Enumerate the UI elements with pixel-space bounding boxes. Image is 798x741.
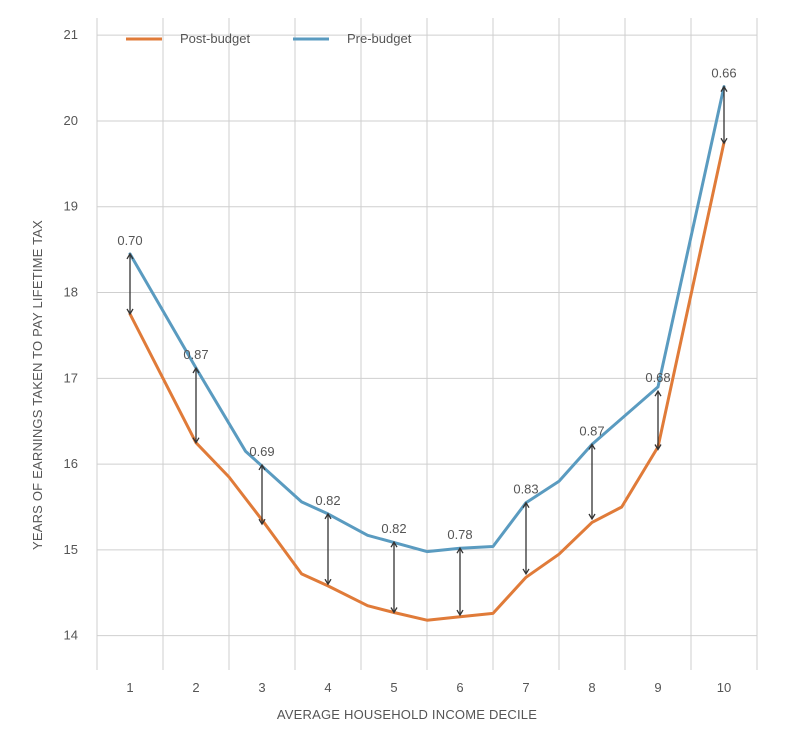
difference-label: 0.83 bbox=[513, 482, 538, 497]
difference-arrow bbox=[654, 389, 662, 451]
y-tick-label: 18 bbox=[64, 285, 78, 300]
x-tick-label: 4 bbox=[324, 680, 331, 695]
difference-label: 0.69 bbox=[249, 444, 274, 459]
legend-item: Post-budget bbox=[126, 31, 250, 46]
difference-arrow bbox=[720, 85, 728, 145]
difference-label: 0.70 bbox=[117, 233, 142, 248]
x-tick-label: 2 bbox=[192, 680, 199, 695]
legend-label: Pre-budget bbox=[347, 31, 412, 46]
x-tick-label: 8 bbox=[588, 680, 595, 695]
y-tick-label: 14 bbox=[64, 628, 78, 643]
x-tick-label: 7 bbox=[522, 680, 529, 695]
difference-label: 0.87 bbox=[183, 347, 208, 362]
grid bbox=[96, 18, 758, 670]
y-tick-label: 17 bbox=[64, 370, 78, 385]
x-tick-label: 6 bbox=[456, 680, 463, 695]
x-tick-label: 10 bbox=[717, 680, 731, 695]
difference-arrow bbox=[390, 540, 398, 614]
series-line-pre-budget bbox=[128, 85, 726, 554]
x-axis-ticks: 1 2 3 4 5 6 7 8 9 10 bbox=[126, 680, 731, 695]
legend-item: Pre-budget bbox=[293, 31, 412, 46]
series-lines bbox=[128, 85, 726, 622]
x-axis-title: AVERAGE HOUSEHOLD INCOME DECILE bbox=[277, 707, 537, 722]
x-tick-label: 1 bbox=[126, 680, 133, 695]
difference-arrow bbox=[192, 366, 200, 444]
difference-label: 0.68 bbox=[645, 370, 670, 385]
y-tick-label: 16 bbox=[64, 456, 78, 471]
x-tick-label: 5 bbox=[390, 680, 397, 695]
difference-label: 0.82 bbox=[381, 521, 406, 536]
difference-arrow bbox=[324, 512, 332, 586]
difference-arrow bbox=[522, 501, 530, 576]
y-axis-title: YEARS OF EARNINGS TAKEN TO PAY LIFETIME … bbox=[30, 220, 45, 550]
y-tick-label: 15 bbox=[64, 542, 78, 557]
difference-arrow bbox=[588, 443, 596, 521]
difference-label: 0.66 bbox=[711, 66, 736, 81]
difference-label: 0.87 bbox=[579, 423, 604, 438]
difference-arrow bbox=[258, 463, 266, 526]
difference-annotations: 0.70 0.87 0.69 0.82 0.82 0.78 0.83 0.87 0.68 0.66 bbox=[117, 66, 737, 617]
legend: Post-budget Pre-budget bbox=[126, 31, 412, 46]
difference-label: 0.82 bbox=[315, 493, 340, 508]
y-axis-ticks: 14 15 16 17 18 19 20 21 bbox=[64, 27, 78, 643]
y-tick-label: 21 bbox=[64, 27, 78, 42]
y-tick-label: 19 bbox=[64, 199, 78, 214]
x-tick-label: 3 bbox=[258, 680, 265, 695]
x-tick-label: 9 bbox=[654, 680, 661, 695]
difference-arrow bbox=[456, 546, 464, 617]
difference-label: 0.78 bbox=[447, 527, 472, 542]
y-tick-label: 20 bbox=[64, 113, 78, 128]
difference-arrow bbox=[126, 252, 134, 316]
series-line-post-budget bbox=[128, 140, 726, 622]
legend-label: Post-budget bbox=[180, 31, 250, 46]
